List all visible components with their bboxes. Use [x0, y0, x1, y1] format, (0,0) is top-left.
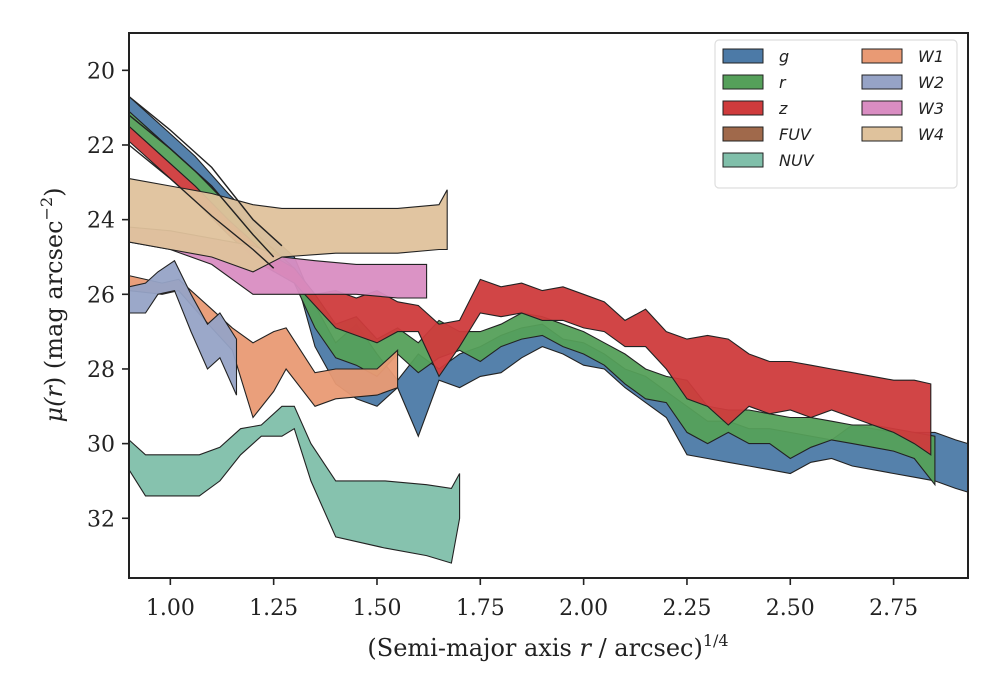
y-tick-label: 22 — [87, 134, 115, 159]
legend-label-r: r — [779, 73, 787, 92]
x-tick-label: 2.75 — [869, 596, 918, 621]
legend-label-w2: W2 — [918, 73, 944, 92]
y-tick-label: 24 — [87, 209, 115, 234]
edge-line-1 — [128, 95, 283, 247]
y-tick-label: 32 — [87, 507, 115, 532]
y-tick-label: 30 — [87, 433, 115, 458]
legend: grz FUV NUV W1 W2 W3 W4 — [714, 39, 958, 189]
x-tick-label: 1.25 — [249, 596, 298, 621]
y-axis-ticks: 20 22 24 26 28 30 32 — [87, 59, 129, 532]
legend-label-w1: W1 — [918, 47, 944, 66]
legend-swatch-nuv — [722, 152, 764, 168]
x-tick-label: 1.50 — [352, 596, 401, 621]
band-w4 — [128, 177, 448, 273]
y-tick-label: 28 — [87, 358, 115, 383]
x-axis-label: (Semi-major axis r / arcsec)1/4 — [367, 631, 728, 662]
x-tick-label: 2.25 — [662, 596, 711, 621]
legend-swatch-fuv — [722, 126, 764, 142]
band-w2 — [128, 259, 238, 396]
legend-swatch-g — [722, 48, 764, 64]
bands-layer — [128, 95, 969, 564]
x-axis-ticks: 1.00 1.25 1.50 1.75 2.00 2.25 2.50 2.75 — [146, 578, 918, 621]
legend-swatch-w1 — [861, 48, 903, 64]
y-tick-label: 26 — [87, 283, 115, 308]
legend-label-g: g — [779, 47, 789, 66]
plot-frame — [128, 32, 969, 579]
x-tick-label: 1.00 — [146, 596, 195, 621]
x-tick-label: 2.50 — [766, 596, 815, 621]
legend-swatch-w4 — [861, 126, 903, 142]
y-tick-label: 20 — [87, 59, 115, 84]
x-tick-label: 1.75 — [456, 596, 505, 621]
legend-label-w4: W4 — [918, 125, 944, 144]
band-z — [128, 125, 932, 456]
y-axis-label: μ(r) (mag arcsec−2) — [37, 187, 68, 422]
edge-line-2 — [128, 114, 275, 258]
edge-line-3 — [128, 144, 275, 269]
edge-lines-layer — [128, 95, 283, 269]
legend-label-z: z — [778, 99, 788, 118]
legend-label-nuv: NUV — [779, 151, 815, 170]
legend-label-fuv: FUV — [779, 125, 812, 144]
legend-swatch-w2 — [861, 74, 903, 90]
legend-swatch-r — [722, 74, 764, 90]
legend-swatch-z — [722, 100, 764, 116]
legend-swatch-w3 — [861, 100, 903, 116]
legend-label-w3: W3 — [918, 99, 944, 118]
x-tick-label: 2.00 — [559, 596, 608, 621]
band-nuv — [128, 405, 461, 564]
